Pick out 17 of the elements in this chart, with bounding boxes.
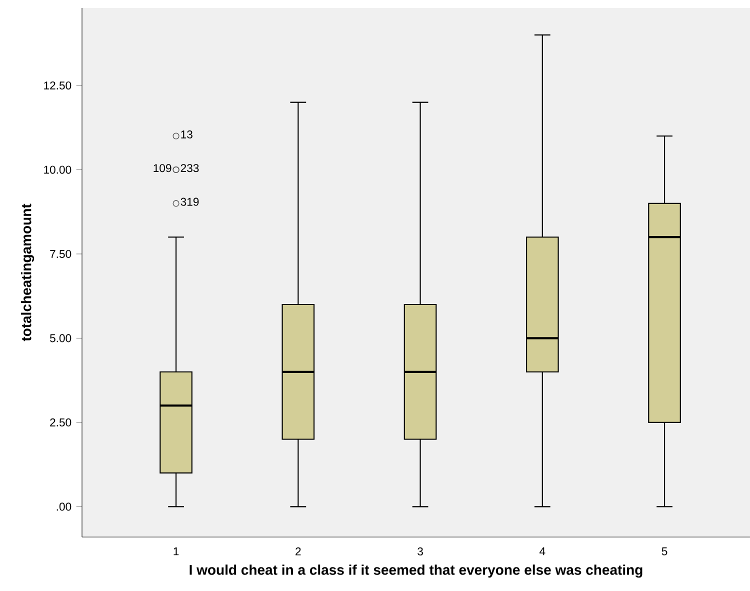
x-axis-title: I would cheat in a class if it seemed that everyone else was cheating [190,564,642,578]
x-tick-label: 5 [662,547,668,556]
y-tick-label: .00 [56,502,72,511]
x-tick-label: 1 [174,547,179,556]
x-tick-label: 2 [296,547,301,556]
x-tick-label: 4 [540,547,546,556]
x-tick-label: 3 [418,547,423,556]
annotation: 233 [180,164,199,172]
y-tick-label: 7.50 [50,250,72,258]
annotation: 13 [181,130,192,138]
y-tick-label: 10.00 [44,166,72,174]
annotation: 109 [154,164,172,172]
y-tick-label: 2.50 [50,418,72,426]
y-tick-label: 5.00 [50,334,72,342]
y-tick-label: 12.50 [44,81,72,90]
annotation: 319 [180,198,199,206]
y-axis-title: totalcheatingamount [20,204,34,342]
